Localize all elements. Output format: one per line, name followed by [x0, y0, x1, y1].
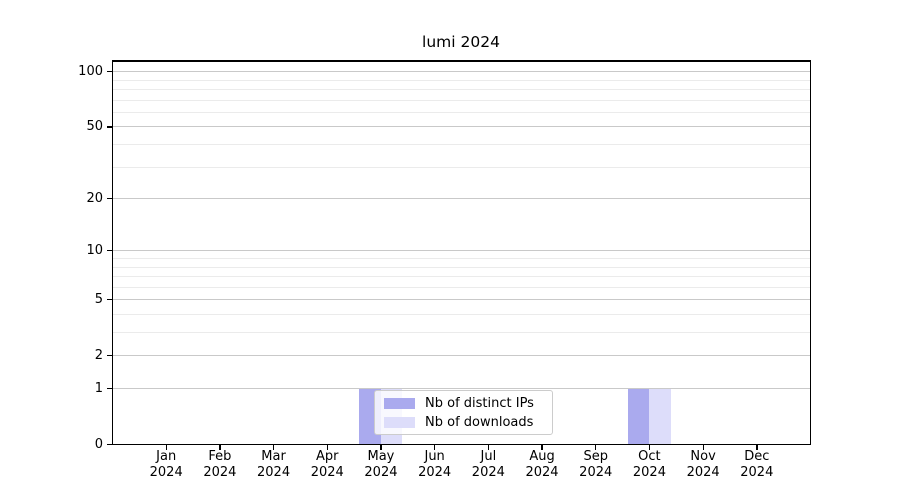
y-tick	[107, 197, 112, 200]
x-tick	[702, 445, 704, 450]
y-gridline-minor	[113, 332, 810, 334]
y-tick	[107, 387, 112, 390]
y-gridline-minor	[113, 266, 810, 268]
y-tick-label: 20	[86, 190, 103, 206]
legend-swatch	[384, 398, 415, 409]
y-gridline-minor	[113, 99, 810, 101]
x-tick	[756, 445, 758, 450]
x-tick-label: Mar 2024	[242, 449, 306, 480]
x-tick-month: Sep	[583, 449, 608, 464]
y-tick-label: 50	[86, 118, 103, 134]
y-gridline-minor	[113, 313, 810, 315]
y-tick	[107, 126, 112, 128]
x-tick-year: 2024	[364, 464, 398, 480]
y-gridline-major	[113, 250, 810, 252]
x-tick-label: Dec 2024	[725, 449, 789, 480]
legend-label: Nb of downloads	[425, 415, 534, 430]
x-tick-month: May	[367, 449, 395, 464]
x-tick	[595, 445, 597, 450]
y-tick-label: 0	[94, 436, 103, 452]
x-tick-month: Aug	[529, 449, 555, 464]
bar-distinct-ips	[627, 388, 650, 445]
x-tick-month: Mar	[261, 449, 286, 464]
x-tick-month: Jul	[480, 449, 497, 464]
left-spine	[111, 61, 114, 445]
x-tick	[165, 445, 167, 450]
y-gridline-major	[113, 388, 810, 389]
y-gridline-major	[113, 71, 810, 73]
x-tick-label: Sep 2024	[564, 449, 628, 480]
x-tick-year: 2024	[257, 464, 291, 480]
y-tick-label: 5	[94, 291, 103, 307]
x-tick-year: 2024	[203, 464, 237, 480]
x-tick-label: Jul 2024	[456, 449, 520, 480]
x-tick-month: Apr	[316, 449, 339, 464]
x-tick-label: Feb 2024	[188, 449, 252, 480]
y-tick-label: 100	[78, 63, 103, 79]
x-tick	[648, 445, 651, 450]
x-tick-year: 2024	[579, 464, 613, 480]
x-tick-year: 2024	[149, 464, 183, 480]
y-gridline-major	[113, 299, 810, 301]
y-tick	[107, 299, 112, 301]
x-tick	[219, 445, 221, 450]
y-tick-label: 2	[94, 347, 103, 363]
x-tick-month: Dec	[744, 449, 770, 464]
top-spine	[111, 60, 812, 62]
y-gridline-minor	[113, 89, 810, 91]
y-tick	[107, 250, 112, 252]
y-gridline-minor	[113, 286, 810, 288]
y-gridline-major	[113, 198, 810, 200]
y-gridline-minor	[113, 166, 810, 168]
x-tick-label: May 2024	[349, 449, 413, 480]
y-gridline-minor	[113, 276, 810, 278]
x-tick	[380, 445, 382, 450]
bottom-spine	[111, 443, 812, 446]
y-tick	[107, 443, 112, 446]
y-gridline-minor	[113, 111, 810, 113]
x-tick-month: Feb	[208, 449, 232, 464]
x-tick-label: Aug 2024	[510, 449, 574, 480]
x-tick-year: 2024	[471, 464, 505, 480]
legend: Nb of distinct IPs Nb of downloads	[374, 390, 553, 435]
x-tick-year: 2024	[310, 464, 344, 480]
y-gridline-minor	[113, 144, 810, 146]
x-tick-label: Oct 2024	[617, 449, 681, 480]
y-gridline-minor	[113, 258, 810, 259]
x-tick-label: Nov 2024	[671, 449, 735, 480]
legend-item: Nb of downloads	[384, 413, 544, 432]
legend-item: Nb of distinct IPs	[384, 394, 544, 413]
chart-title: lumi 2024	[422, 33, 500, 51]
x-tick	[434, 445, 436, 450]
y-tick	[107, 355, 112, 357]
y-gridline-major	[113, 126, 810, 128]
x-tick	[272, 445, 275, 450]
legend-label: Nb of distinct IPs	[425, 396, 534, 411]
x-tick-label: Jun 2024	[403, 449, 467, 480]
x-tick-month: Jun	[424, 449, 445, 464]
x-tick-label: Jan 2024	[134, 449, 198, 480]
x-tick	[541, 445, 543, 450]
x-tick-year: 2024	[740, 464, 774, 480]
y-tick	[107, 71, 112, 73]
x-tick-month: Nov	[690, 449, 716, 464]
legend-swatch	[384, 417, 415, 428]
x-tick	[487, 445, 490, 450]
x-tick-label: Apr 2024	[295, 449, 359, 480]
x-tick-month: Jan	[156, 449, 177, 464]
bar-downloads	[649, 388, 671, 445]
y-gridline-major	[113, 355, 810, 357]
x-tick	[326, 445, 328, 450]
x-tick-month: Oct	[638, 449, 661, 464]
y-tick-label: 10	[86, 242, 103, 258]
x-tick-year: 2024	[686, 464, 720, 480]
y-tick-label: 1	[94, 380, 103, 396]
y-gridline-minor	[113, 79, 810, 81]
x-tick-year: 2024	[525, 464, 559, 480]
x-tick-year: 2024	[632, 464, 666, 480]
right-spine	[809, 61, 812, 445]
x-tick-year: 2024	[418, 464, 452, 480]
